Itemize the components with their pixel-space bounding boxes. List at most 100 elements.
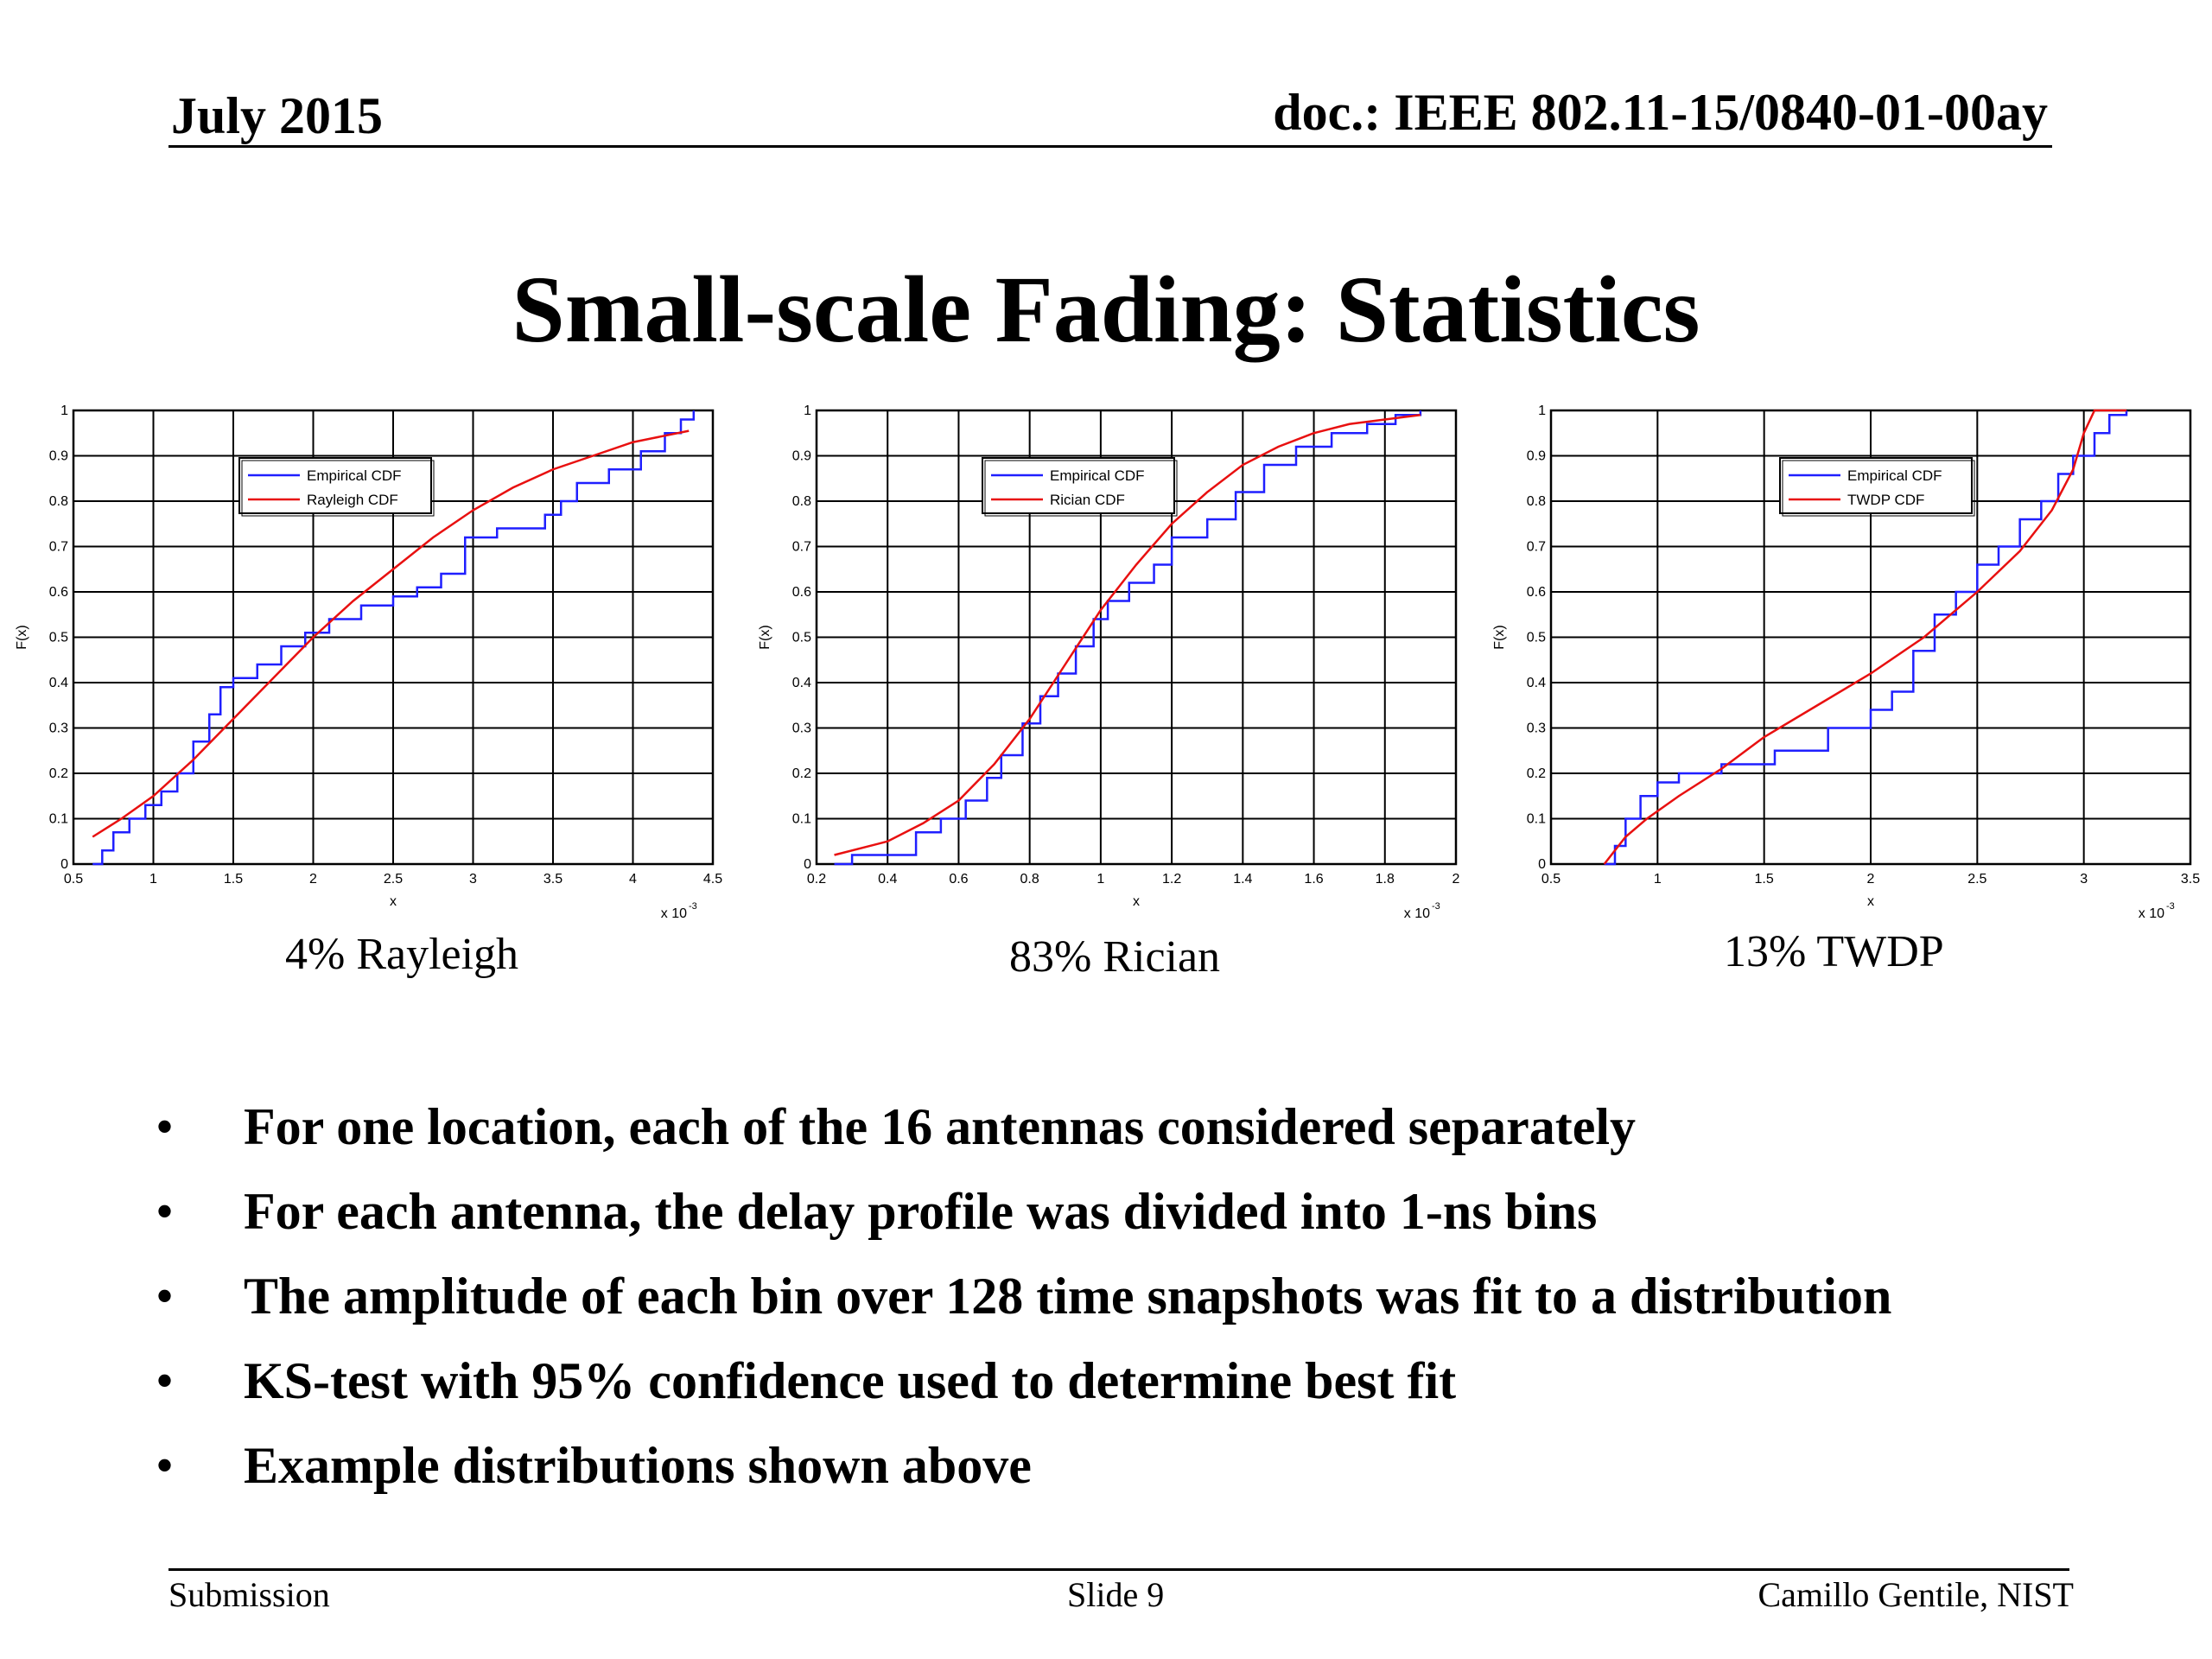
chart-twdp-svg: 0.5 1 1.5 2 2.5 3 3.5 0 0.1 0.2 0.3 0.4 0.5 0.6 0.7 0.8…: [1492, 404, 2200, 921]
y-tick-label: 0.3: [1527, 721, 1546, 736]
y-tick-label: 0: [804, 857, 811, 872]
y-tick-label: 0.2: [792, 766, 811, 781]
y-axis-label: F(x): [15, 625, 29, 649]
y-tick-label: 1: [1538, 404, 1546, 418]
empirical-cdf-line: [834, 410, 1422, 866]
bullet-text: The amplitude of each bin over 128 time …: [244, 1268, 1892, 1325]
x-tick-label: 2.5: [384, 872, 403, 887]
legend-label: TWDP CDF: [1847, 492, 1924, 508]
bullet-item: • For one location, each of the 16 antenn…: [156, 1084, 1891, 1169]
y-tick-label: 0.4: [1527, 676, 1546, 690]
x-tick-label: 3: [2080, 872, 2088, 887]
y-tick-label: 0.9: [792, 449, 811, 464]
chart-twdp: 0.5 1 1.5 2 2.5 3 3.5 0 0.1 0.2 0.3 0.4 0.5 0.6 0.7 0.8…: [1478, 393, 2212, 929]
y-tick-label: 0.8: [1527, 494, 1546, 509]
bullet-marker: •: [156, 1098, 175, 1155]
y-tick-label: 0.6: [792, 585, 811, 600]
legend-shadow: [984, 460, 1178, 517]
x-tick-label: 4.5: [703, 872, 722, 887]
legend-label: Empirical CDF: [1847, 467, 1942, 484]
x-tick-label: 1: [1096, 872, 1104, 887]
legend-label: Empirical CDF: [1050, 467, 1145, 484]
caption-rician: 83% Rician: [1009, 932, 1221, 982]
y-tick-label: 0.7: [792, 540, 811, 555]
legend-shadow: [1782, 460, 1975, 517]
legend-label: Rayleigh CDF: [307, 492, 398, 508]
bullet-marker: •: [156, 1437, 175, 1494]
fitted-cdf-line: [92, 429, 690, 838]
legend-box: [1779, 457, 1973, 514]
x-tick-label: 3.5: [543, 872, 563, 887]
bullet-item: • Example distributions shown above: [156, 1423, 1891, 1508]
caption-rayleigh: 4% Rayleigh: [285, 930, 519, 979]
x-tick-label: 0.8: [1020, 872, 1039, 887]
caption-twdp: 13% TWDP: [1724, 927, 1944, 976]
y-tick-label: 0.6: [49, 585, 68, 600]
fitted-cdf-line: [1603, 409, 2126, 865]
y-tick-label: 0.1: [49, 812, 68, 827]
x-tick-label: 2: [1867, 872, 1875, 887]
y-tick-label: 0.4: [792, 676, 811, 690]
y-tick-label: 0.7: [1527, 540, 1546, 555]
x-tick-label: 1: [149, 872, 157, 887]
header-date: July 2015: [171, 87, 384, 144]
y-tick-label: 0.7: [49, 540, 68, 555]
chart-rician: 0.2 0.4 0.6 0.8 1 1.2 1.4 1.6 1.8 2 0 0.1 0.2 0.3 0.4 0…: [743, 393, 1478, 929]
x-multiplier-exponent: -3: [1432, 901, 1440, 912]
x-tick-label: 0.5: [1541, 872, 1560, 887]
x-tick-label: 2.5: [1967, 872, 1986, 887]
bullet-marker: •: [156, 1183, 175, 1240]
bullet-text: Example distributions shown above: [244, 1437, 1032, 1494]
plot-frame: [72, 409, 715, 866]
y-tick-label: 0.5: [792, 631, 811, 645]
bullet-text: KS-test with 95% confidence used to dete…: [244, 1352, 1457, 1409]
x-tick-label: 0.2: [807, 872, 826, 887]
x-tick-label: 1.8: [1376, 872, 1395, 887]
legend-label: Rician CDF: [1050, 492, 1125, 508]
empirical-cdf-line: [92, 410, 696, 866]
bullet-item: • The amplitude of each bin over 128 time…: [156, 1254, 1891, 1338]
bullet-list: • For one location, each of the 16 antenn…: [156, 1084, 1891, 1508]
y-tick-label: 0.8: [49, 494, 68, 509]
x-multiplier-label: x 10: [1404, 906, 1430, 921]
y-tick-label: 0.2: [49, 766, 68, 781]
y-tick-label: 0: [1538, 857, 1546, 872]
slide-title: Small-scale Fading: Statistics: [512, 257, 1700, 362]
y-tick-label: 0: [60, 857, 68, 872]
y-axis-label: F(x): [758, 625, 772, 649]
x-tick-label: 4: [629, 872, 637, 887]
header-rule: [168, 145, 2052, 148]
fitted-cdf-line: [834, 414, 1421, 856]
legend-label: Empirical CDF: [307, 467, 402, 484]
x-axis-label: x: [1133, 894, 1140, 909]
footer-author: Camillo Gentile, NIST: [1758, 1575, 2074, 1614]
x-multiplier-exponent: -3: [2166, 901, 2175, 912]
y-tick-label: 0.9: [49, 449, 68, 464]
x-tick-label: 1.2: [1162, 872, 1181, 887]
x-tick-label: 1.4: [1233, 872, 1252, 887]
x-tick-label: 1.6: [1304, 872, 1323, 887]
x-tick-label: 3: [469, 872, 477, 887]
x-tick-label: 1: [1654, 872, 1662, 887]
chart-rician-svg: 0.2 0.4 0.6 0.8 1 1.2 1.4 1.6 1.8 2 0 0.1 0.2 0.3 0.4 0…: [758, 404, 1460, 921]
x-tick-label: 2: [309, 872, 317, 887]
y-tick-label: 0.6: [1527, 585, 1546, 600]
footer-slide-number: Slide 9: [1067, 1575, 1165, 1614]
x-tick-label: 1.5: [1755, 872, 1774, 887]
bullet-text: For each antenna, the delay profile was …: [244, 1183, 1598, 1240]
footer-submission: Submission: [168, 1575, 330, 1614]
x-tick-label: 0.5: [64, 872, 83, 887]
y-tick-label: 0.8: [792, 494, 811, 509]
y-axis-label: F(x): [1492, 625, 1507, 649]
y-tick-label: 0.3: [792, 721, 811, 736]
x-tick-label: 1.5: [224, 872, 243, 887]
x-tick-label: 0.4: [878, 872, 897, 887]
x-multiplier-label: x 10: [661, 906, 687, 921]
y-tick-label: 0.1: [792, 812, 811, 827]
y-tick-label: 0.1: [1527, 812, 1546, 827]
x-axis-label: x: [390, 894, 397, 909]
x-tick-label: 3.5: [2181, 872, 2200, 887]
chart-rayleigh-svg: 0.5 1 1.5 2 2.5 3 3.5 4 4.5 0 0.1 0.2 0.3 0.4 0.5 0.6 0.…: [15, 404, 722, 921]
y-tick-label: 0.9: [1527, 449, 1546, 464]
y-tick-label: 0.3: [49, 721, 68, 736]
